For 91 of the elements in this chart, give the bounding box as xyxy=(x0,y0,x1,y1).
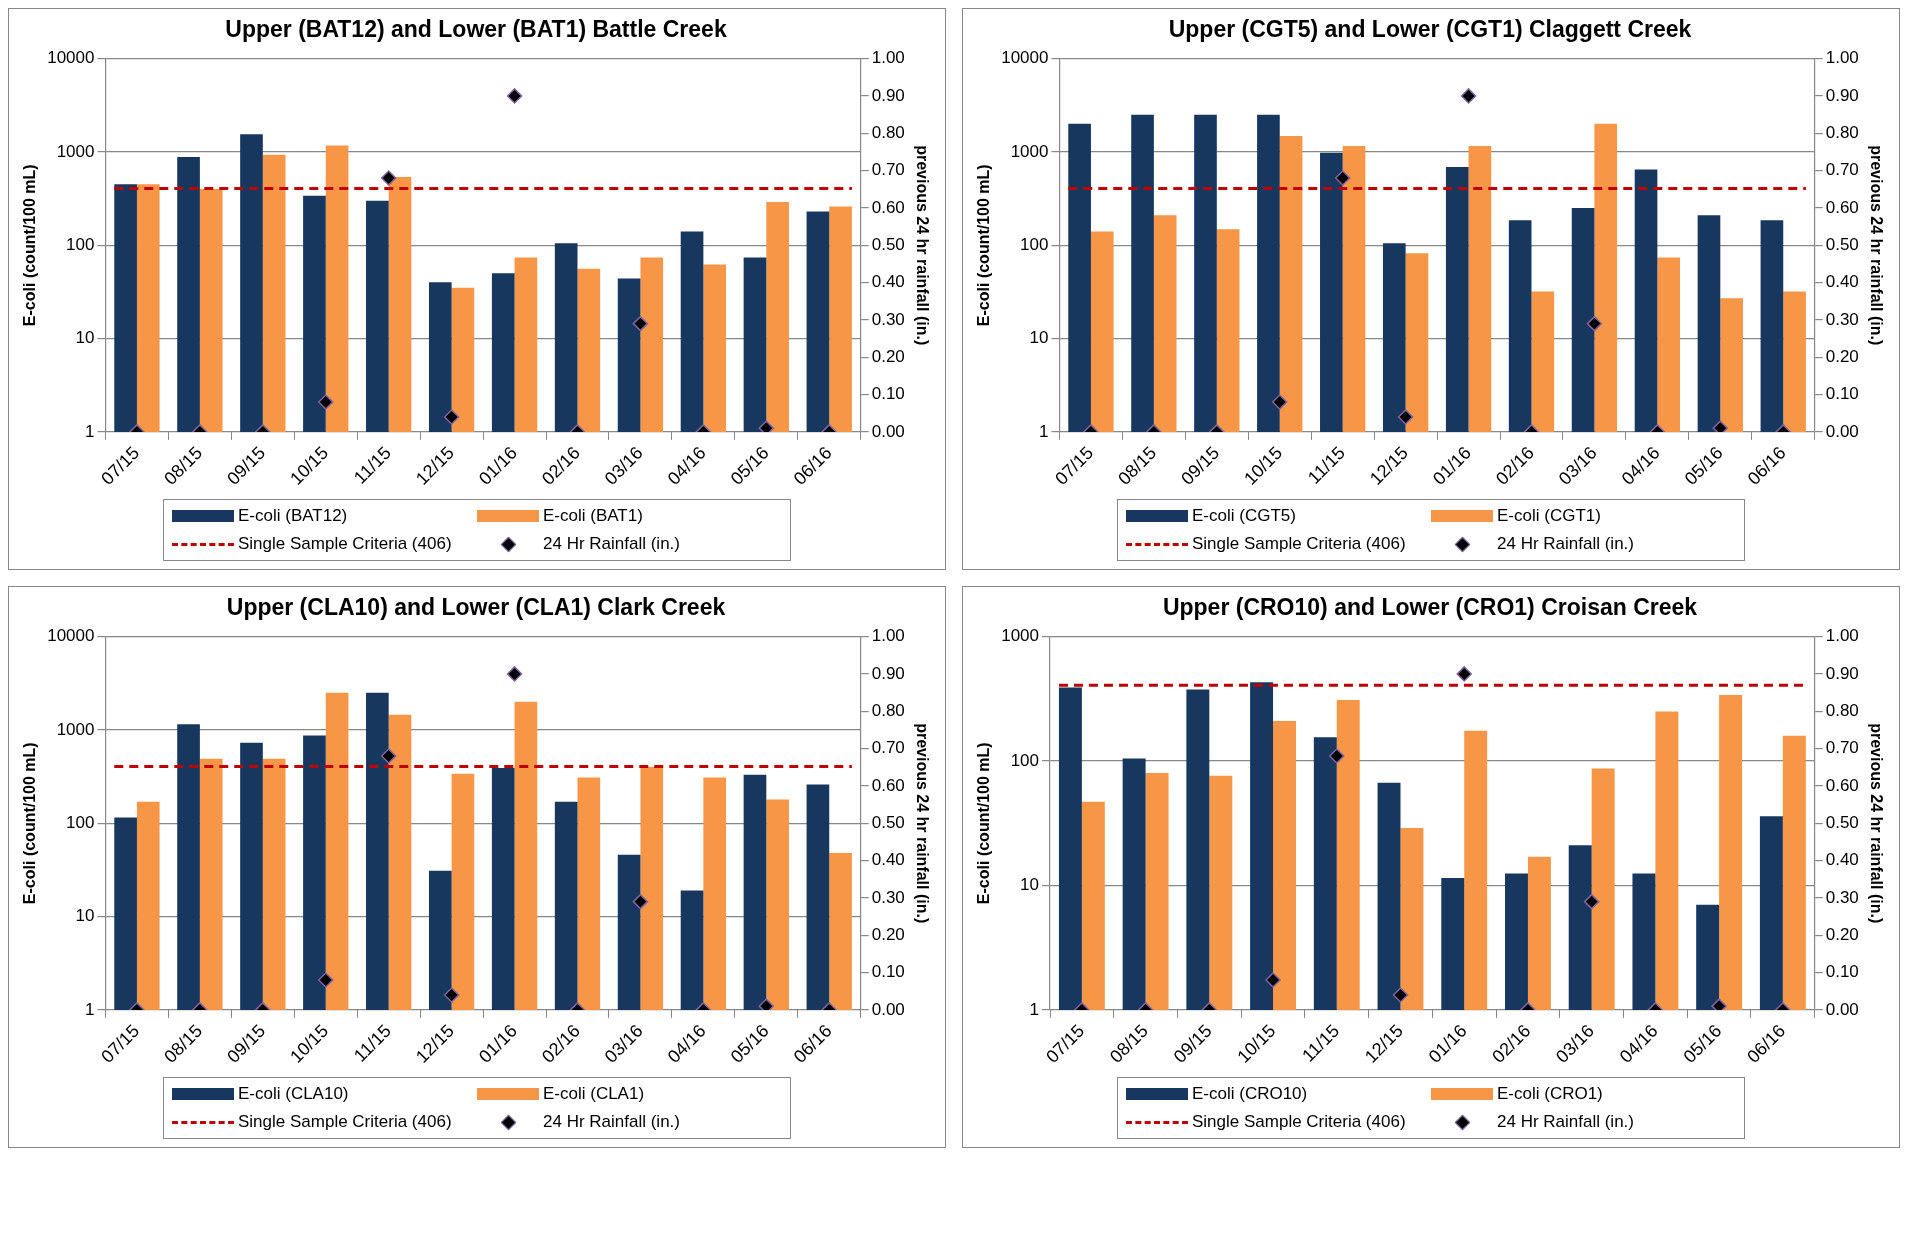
y2-tick-label: 0.60 xyxy=(871,775,905,795)
y2-tick-label: 0.10 xyxy=(871,384,905,404)
y-tick-label: 1 xyxy=(1029,999,1040,1019)
y2-tick-label: 1.00 xyxy=(1825,48,1859,68)
y2-tick-label: 0.20 xyxy=(871,346,905,366)
y-tick-label: 10 xyxy=(1029,328,1049,348)
y2-tick-label: 0.40 xyxy=(1825,272,1859,292)
y2-tick-label: 0.20 xyxy=(1825,924,1859,944)
y-tick-label: 10 xyxy=(75,906,95,926)
legend-label: E-coli (BAT1) xyxy=(543,506,643,526)
y-tick-label: 100 xyxy=(66,234,95,254)
y2-axis-title: previous 24 hr rainfall (in.) xyxy=(913,723,931,924)
y-tick-label: 100 xyxy=(1010,750,1040,770)
legend-label: 24 Hr Rainfall (in.) xyxy=(1497,1112,1634,1132)
y-tick-label: 1 xyxy=(85,421,95,441)
y2-tick-label: 0.30 xyxy=(1825,309,1859,329)
y-tick-label: 10 xyxy=(1020,875,1040,895)
legend-label: Single Sample Criteria (406) xyxy=(1192,1112,1406,1132)
y2-tick-label: 0.30 xyxy=(871,887,905,907)
y2-tick-label: 0.00 xyxy=(871,421,905,441)
chart-title: Upper (CRO10) and Lower (CRO1) Croisan Creek xyxy=(1162,594,1698,621)
legend-label: E-coli (CRO1) xyxy=(1497,1084,1603,1104)
y2-tick-label: 0.80 xyxy=(871,700,905,720)
y2-tick-label: 0.90 xyxy=(871,85,905,105)
y-tick-label: 100 xyxy=(66,812,95,832)
y2-tick-label: 0.90 xyxy=(1825,85,1859,105)
y2-tick-label: 0.60 xyxy=(871,197,905,217)
y2-tick-label: 0.40 xyxy=(1825,850,1859,870)
y2-tick-label: 0.00 xyxy=(871,999,905,1019)
y2-tick-label: 0.90 xyxy=(871,663,905,683)
y2-tick-label: 0.30 xyxy=(1825,887,1859,907)
y-tick-label: 10000 xyxy=(47,48,95,68)
y-axis-title: E-coli (count/100 mL) xyxy=(21,164,39,327)
y2-tick-label: 1.00 xyxy=(871,48,905,68)
legend-label: E-coli (CLA1) xyxy=(543,1084,645,1104)
legend-label: 24 Hr Rainfall (in.) xyxy=(1497,534,1634,554)
legend-label: E-coli (CGT5) xyxy=(1192,506,1296,526)
y2-tick-label: 0.20 xyxy=(1825,346,1859,366)
legend-label: 24 Hr Rainfall (in.) xyxy=(543,1112,680,1132)
y2-tick-label: 0.30 xyxy=(871,309,905,329)
y2-tick-label: 0.70 xyxy=(1825,738,1859,758)
y2-tick-label: 0.50 xyxy=(1825,234,1859,254)
y2-tick-label: 0.20 xyxy=(871,924,905,944)
y-tick-label: 1 xyxy=(85,999,95,1019)
chart-title: Upper (CLA10) and Lower (CLA1) Clark Creek xyxy=(226,594,726,621)
y2-axis-title: previous 24 hr rainfall (in.) xyxy=(1867,145,1885,346)
y2-tick-label: 0.00 xyxy=(1825,999,1859,1019)
y2-tick-label: 0.10 xyxy=(1825,384,1859,404)
y-axis-title: E-coli (count/100 mL) xyxy=(21,742,39,905)
legend-label: Single Sample Criteria (406) xyxy=(238,534,452,554)
y-tick-label: 1 xyxy=(1039,421,1049,441)
y2-axis-title: previous 24 hr rainfall (in.) xyxy=(1867,723,1885,924)
y2-tick-label: 0.80 xyxy=(871,122,905,142)
y2-tick-label: 0.50 xyxy=(871,234,905,254)
y2-tick-label: 0.80 xyxy=(1825,700,1859,720)
y2-tick-label: 1.00 xyxy=(871,626,905,646)
y-tick-label: 1000 xyxy=(56,141,95,161)
y2-tick-label: 0.80 xyxy=(1825,122,1859,142)
y2-tick-label: 0.50 xyxy=(1825,812,1859,832)
chart-title: Upper (BAT12) and Lower (BAT1) Battle Creek xyxy=(225,16,727,43)
y2-tick-label: 0.50 xyxy=(871,812,905,832)
y2-tick-label: 0.60 xyxy=(1825,197,1859,217)
y-tick-label: 10000 xyxy=(47,626,95,646)
y2-tick-label: 0.40 xyxy=(871,272,905,292)
y-axis-title: E-coli (count/100 mL) xyxy=(975,164,993,327)
legend-label: Single Sample Criteria (406) xyxy=(238,1112,452,1132)
y2-tick-label: 0.00 xyxy=(1825,421,1859,441)
y-tick-label: 10000 xyxy=(1001,48,1049,68)
legend-label: 24 Hr Rainfall (in.) xyxy=(543,534,680,554)
y2-tick-label: 0.60 xyxy=(1825,775,1859,795)
y2-tick-label: 0.90 xyxy=(1825,663,1859,683)
y2-tick-label: 0.40 xyxy=(871,850,905,870)
legend-label: E-coli (CGT1) xyxy=(1497,506,1601,526)
y2-tick-label: 0.10 xyxy=(871,962,905,982)
chart-title: Upper (CGT5) and Lower (CGT1) Claggett Creek xyxy=(1168,16,1692,43)
y-axis-title: E-coli (count/100 mL) xyxy=(975,742,993,905)
y2-tick-label: 1.00 xyxy=(1825,626,1859,646)
legend-label: E-coli (BAT12) xyxy=(238,506,348,526)
legend-label: E-coli (CLA10) xyxy=(238,1084,349,1104)
y-tick-label: 100 xyxy=(1020,234,1049,254)
y-tick-label: 10 xyxy=(75,328,95,348)
y-tick-label: 1000 xyxy=(1010,141,1049,161)
y2-tick-label: 0.70 xyxy=(1825,160,1859,180)
legend-label: E-coli (CRO10) xyxy=(1192,1084,1308,1104)
y-tick-label: 1000 xyxy=(56,719,95,739)
y2-axis-title: previous 24 hr rainfall (in.) xyxy=(913,145,931,346)
y-tick-label: 1000 xyxy=(1001,626,1040,646)
y2-tick-label: 0.70 xyxy=(871,738,905,758)
y2-tick-label: 0.70 xyxy=(871,160,905,180)
legend-label: Single Sample Criteria (406) xyxy=(1192,534,1406,554)
y2-tick-label: 0.10 xyxy=(1825,962,1859,982)
